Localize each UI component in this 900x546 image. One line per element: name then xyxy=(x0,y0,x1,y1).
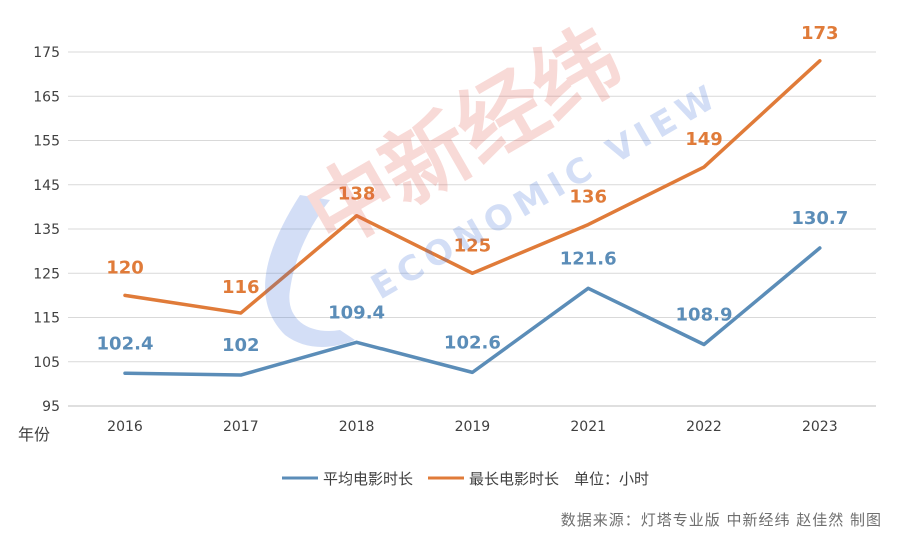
data-label: 121.6 xyxy=(560,248,617,269)
x-axis-ticks: 2016 2017 2018 2019 2021 2022 2023 xyxy=(107,419,837,435)
y-tick-label: 175 xyxy=(33,45,60,61)
data-label: 102.6 xyxy=(444,332,501,353)
x-axis-label: 年份 xyxy=(18,425,50,444)
x-tick-label: 2018 xyxy=(339,419,375,435)
y-tick-label: 95 xyxy=(42,399,60,415)
data-label: 116 xyxy=(222,277,260,298)
data-label: 108.9 xyxy=(676,304,733,325)
data-label: 102 xyxy=(222,335,260,356)
series-line-average xyxy=(123,246,822,377)
x-tick-label: 2019 xyxy=(455,419,491,435)
y-tick-label: 105 xyxy=(33,355,60,371)
x-tick-label: 2022 xyxy=(686,419,722,435)
data-label: 109.4 xyxy=(328,302,385,323)
source-note: 数据来源：灯塔专业版 中新经纬 赵佳然 制图 xyxy=(560,511,882,529)
y-tick-label: 115 xyxy=(33,311,60,327)
y-axis-ticks: 95 105 115 125 135 145 155 165 175 xyxy=(33,45,60,415)
y-tick-label: 125 xyxy=(33,266,60,282)
y-tick-label: 165 xyxy=(33,89,60,105)
x-tick-label: 2017 xyxy=(223,419,259,435)
data-label: 130.7 xyxy=(791,208,848,229)
data-labels: 102.4 102 109.4 102.6 121.6 108.9 130.7 120 116 1… xyxy=(97,23,849,356)
data-label: 120 xyxy=(106,257,144,278)
data-label: 136 xyxy=(569,187,607,208)
legend-unit-note: 单位：小时 xyxy=(574,470,649,488)
legend: 平均电影时长 最长电影时长 单位：小时 xyxy=(282,470,649,488)
data-label: 149 xyxy=(685,129,723,150)
legend-label-longest: 最长电影时长 xyxy=(469,470,559,488)
y-tick-label: 135 xyxy=(33,222,60,238)
legend-label-average: 平均电影时长 xyxy=(323,470,413,488)
x-tick-label: 2016 xyxy=(107,419,143,435)
data-label: 173 xyxy=(801,23,839,44)
grid-lines xyxy=(68,51,876,407)
x-tick-label: 2023 xyxy=(802,419,838,435)
data-label: 125 xyxy=(454,235,492,256)
data-label: 102.4 xyxy=(97,333,154,354)
y-tick-label: 155 xyxy=(33,134,60,150)
y-tick-label: 145 xyxy=(33,178,60,194)
series-line-longest xyxy=(123,59,822,315)
x-tick-label: 2021 xyxy=(570,419,606,435)
series-lines xyxy=(123,59,822,377)
data-label: 138 xyxy=(338,184,376,205)
